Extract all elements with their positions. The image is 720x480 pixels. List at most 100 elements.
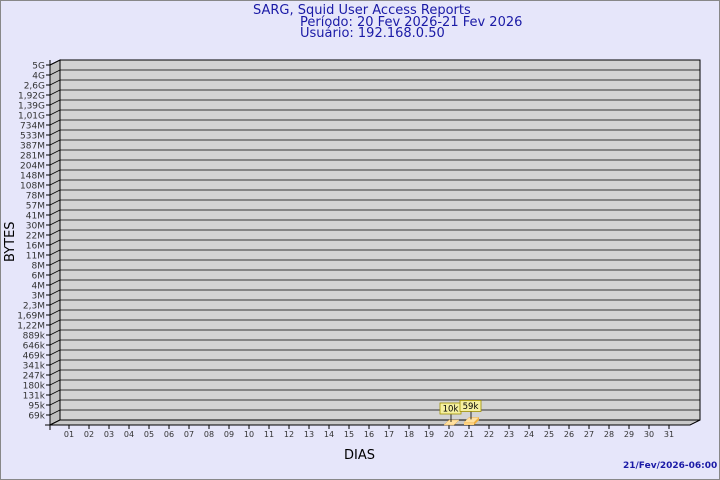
y-tick-label: 3M (32, 292, 46, 302)
grid-line-side (49, 319, 61, 326)
grid-line-side (49, 269, 61, 276)
x-tick-label: 27 (584, 430, 594, 439)
timestamp: 21/Fev/2026-06:00 (623, 461, 718, 471)
grid-line-side (49, 259, 61, 266)
data-label-box (459, 400, 482, 412)
y-tick-label: 16M (26, 242, 45, 252)
x-tick-label: 02 (84, 430, 94, 439)
grid-line-side (49, 409, 61, 416)
grid-line-side (49, 289, 61, 296)
y-tick-label: 341k (23, 362, 46, 372)
grid-line-side (49, 359, 61, 366)
grid-line-side (49, 209, 61, 216)
x-tick-label: 10 (244, 430, 254, 439)
report-period: Período: 20 Fev 2026-21 Fev 2026 (300, 15, 523, 30)
y-tick-label: 247k (23, 372, 46, 382)
grid-line-side (49, 159, 61, 166)
grid-line-side (49, 79, 61, 86)
report-user: Usuário: 192.168.0.50 (300, 26, 445, 41)
y-tick-label: 734M (20, 122, 45, 132)
y-tick-label: 95k (28, 402, 45, 412)
x-tick-label: 21 (464, 430, 474, 439)
x-tick-label: 11 (264, 430, 274, 439)
y-tick-label: 8M (32, 262, 46, 272)
floor (49, 419, 701, 426)
grid-line-side (49, 129, 61, 136)
y-tick-label: 1,92G (18, 92, 45, 102)
x-tick-label: 18 (404, 430, 414, 439)
grid-line-side (49, 299, 61, 306)
grid-line-side (49, 329, 61, 336)
x-tick-label: 01 (64, 430, 74, 439)
grid-line-side (49, 369, 61, 376)
x-tick-label: 29 (624, 430, 634, 439)
y-tick-label: 108M (20, 182, 45, 192)
bar-side (474, 417, 479, 425)
y-tick-label: 469k (23, 352, 46, 362)
grid-line-side (49, 309, 61, 316)
y-tick-label: 4G (32, 72, 45, 82)
grid-line-side (49, 89, 61, 96)
x-tick-label: 19 (424, 430, 434, 439)
x-tick-label: 23 (504, 430, 514, 439)
y-tick-label: 5G (32, 62, 45, 72)
y-tick-label: 180k (23, 382, 46, 392)
y-tick-label: 281M (20, 152, 45, 162)
grid-line-side (49, 379, 61, 386)
y-tick-label: 204M (20, 162, 45, 172)
bar-top (443, 419, 460, 426)
x-axis-label: DIAS (344, 448, 375, 463)
grid-line-side (49, 399, 61, 406)
x-tick-label: 31 (664, 430, 674, 439)
y-tick-label: 646k (23, 342, 46, 352)
y-tick-label: 6M (32, 272, 46, 282)
y-tick-label: 1,69M (17, 312, 45, 322)
y-tick-label: 889k (23, 332, 46, 342)
grid-line-side (49, 249, 61, 256)
x-tick-label: 17 (384, 430, 394, 439)
y-tick-label: 148M (20, 172, 45, 182)
y-tick-label: 1,22M (17, 322, 45, 332)
grid-line-side (49, 99, 61, 106)
x-tick-label: 24 (524, 430, 534, 439)
x-tick-label: 08 (204, 430, 214, 439)
x-tick-label: 20 (444, 430, 454, 439)
y-tick-label: 131k (23, 392, 46, 402)
grid-line-side (49, 239, 61, 246)
grid-line-side (49, 139, 61, 146)
report-title: SARG, Squid User Access Reports (253, 3, 471, 18)
grid-line-side (49, 279, 61, 286)
x-tick-label: 09 (224, 430, 234, 439)
x-tick-label: 04 (124, 430, 134, 439)
grid-line-side (49, 199, 61, 206)
y-tick-label: 1,39G (18, 102, 45, 112)
bar (464, 422, 474, 425)
grid-line-side (49, 349, 61, 356)
x-tick-label: 14 (324, 430, 334, 439)
x-tick-label: 03 (104, 430, 114, 439)
grid-line-side (49, 189, 61, 196)
x-tick-label: 28 (604, 430, 614, 439)
x-tick-label: 22 (484, 430, 494, 439)
grid-line-side (49, 69, 61, 76)
x-tick-label: 13 (304, 430, 314, 439)
y-tick-label: 1,01G (18, 112, 45, 122)
grid-line-side (49, 59, 61, 66)
grid-line-side (49, 389, 61, 396)
y-tick-label: 11M (26, 252, 45, 262)
x-tick-label: 30 (644, 430, 654, 439)
y-tick-label: 41M (26, 212, 45, 222)
y-tick-label: 57M (26, 202, 45, 212)
y-tick-label: 533M (20, 132, 45, 142)
grid-line-side (49, 169, 61, 176)
y-tick-label: 2,6G (24, 82, 45, 92)
x-tick-label: 12 (284, 430, 294, 439)
y-tick-label: 69k (28, 412, 45, 422)
grid-line-side (49, 109, 61, 116)
grid-line-side (49, 229, 61, 236)
data-label: 59k (463, 402, 479, 412)
grid-line-side (49, 179, 61, 186)
grid-line-side (49, 219, 61, 226)
grid-line-side (49, 339, 61, 346)
y-tick-label: 22M (26, 232, 45, 242)
